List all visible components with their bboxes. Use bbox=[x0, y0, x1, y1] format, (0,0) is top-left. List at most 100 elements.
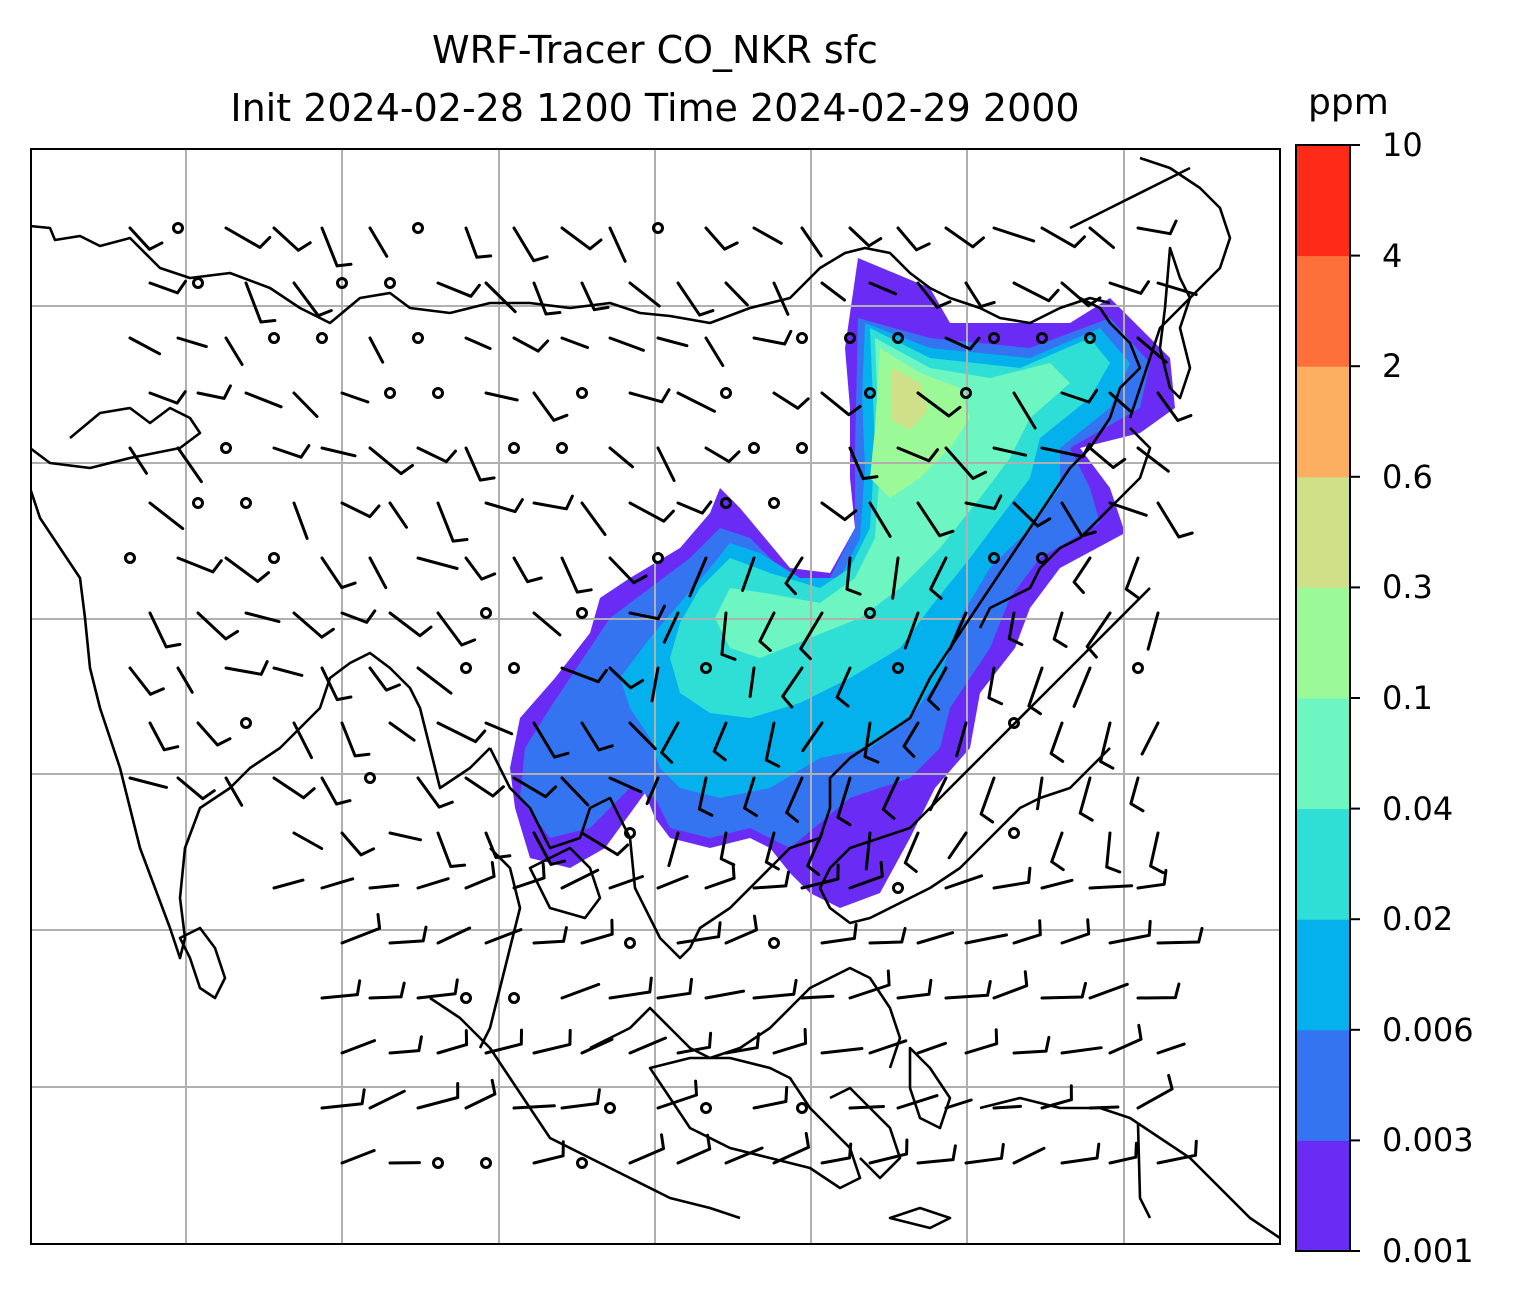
wind-barb bbox=[1088, 226, 1115, 249]
wind-barb bbox=[512, 1104, 556, 1110]
wind-barb bbox=[688, 556, 708, 598]
wind-barb bbox=[628, 281, 661, 308]
calm-wind-circle bbox=[508, 442, 520, 454]
wind-barb bbox=[964, 281, 996, 309]
wind-barb bbox=[320, 666, 353, 702]
wind-barb bbox=[1040, 1084, 1073, 1110]
wind-barb bbox=[436, 1029, 469, 1055]
wind-barb bbox=[1156, 926, 1204, 945]
wind-barb bbox=[608, 776, 643, 794]
wind-barb bbox=[484, 1028, 523, 1055]
wind-barb bbox=[916, 1041, 947, 1055]
wind-barb bbox=[1108, 391, 1132, 413]
calm-wind-circle bbox=[316, 332, 328, 344]
wind-barb bbox=[743, 776, 758, 818]
wind-barb bbox=[656, 977, 693, 1000]
wind-barb bbox=[704, 336, 725, 367]
wind-barb bbox=[436, 611, 477, 647]
wind-barb bbox=[944, 980, 992, 1000]
wind-barb bbox=[868, 281, 898, 296]
wind-barb bbox=[1012, 391, 1037, 430]
wind-barb bbox=[416, 776, 454, 809]
calm-wind-circle bbox=[192, 277, 204, 289]
wind-barb bbox=[835, 666, 852, 708]
wind-barb bbox=[928, 776, 948, 812]
wind-barb bbox=[1156, 391, 1193, 422]
wind-barb bbox=[416, 877, 450, 890]
wind-barb bbox=[1136, 446, 1170, 473]
wind-barb bbox=[340, 1039, 376, 1055]
wind-barb bbox=[532, 926, 568, 945]
wind-barb bbox=[320, 556, 357, 590]
wind-barb bbox=[836, 776, 852, 827]
wind-barb bbox=[748, 666, 756, 698]
wind-barb bbox=[1108, 1023, 1143, 1055]
wind-barb bbox=[512, 226, 549, 263]
wind-barb bbox=[916, 1144, 957, 1165]
wind-barb bbox=[368, 446, 414, 476]
wind-barb bbox=[848, 446, 879, 481]
wind-barb bbox=[944, 336, 981, 351]
colorbar bbox=[1295, 144, 1360, 1252]
wind-barb bbox=[820, 923, 858, 945]
wind-barb bbox=[368, 336, 385, 364]
wind-barb bbox=[820, 1047, 864, 1055]
wind-barb bbox=[532, 831, 566, 866]
wind-barb bbox=[1149, 831, 1165, 875]
wind-barb bbox=[368, 981, 406, 1000]
wind-barb bbox=[1060, 281, 1102, 308]
calm-wind-circle bbox=[240, 497, 252, 509]
wind-barb bbox=[656, 1079, 698, 1110]
colorbar-segment bbox=[1296, 698, 1350, 810]
wind-barb bbox=[320, 446, 357, 458]
wind-barb bbox=[1108, 501, 1148, 517]
wind-barb bbox=[1060, 388, 1099, 404]
wind-barb bbox=[992, 226, 1036, 243]
wind-barb bbox=[992, 970, 1029, 1000]
wind-barb bbox=[896, 978, 933, 1000]
wind-barb bbox=[1012, 1146, 1046, 1165]
wind-barb bbox=[196, 611, 240, 641]
wind-barb bbox=[903, 831, 920, 873]
wind-barb bbox=[608, 666, 645, 690]
wind-barb bbox=[196, 721, 232, 747]
wind-barb bbox=[916, 501, 955, 538]
colorbar-segment bbox=[1296, 587, 1350, 699]
calm-wind-circle bbox=[796, 1102, 808, 1114]
wind-barb bbox=[416, 1082, 460, 1110]
wind-barb bbox=[955, 721, 968, 758]
wind-barb bbox=[340, 1149, 376, 1165]
calm-wind-circle bbox=[556, 442, 568, 454]
wind-barb bbox=[416, 666, 453, 695]
wind-barb bbox=[272, 226, 312, 252]
calm-wind-circle bbox=[1036, 332, 1048, 344]
wind-barb bbox=[944, 446, 987, 480]
wind-barb bbox=[272, 776, 316, 800]
wind-barb bbox=[676, 500, 713, 515]
wind-barb bbox=[244, 281, 277, 324]
wind-barb bbox=[724, 1146, 764, 1165]
calm-wind-circle bbox=[432, 1157, 444, 1169]
wind-barb bbox=[628, 501, 675, 523]
wind-barb bbox=[512, 556, 543, 584]
wind-barb bbox=[484, 391, 519, 402]
wind-barb bbox=[660, 721, 680, 764]
wind-barb bbox=[608, 875, 644, 890]
wind-barb bbox=[244, 391, 283, 409]
wind-barb bbox=[608, 446, 634, 469]
wind-barb bbox=[1146, 611, 1160, 651]
wind-barb bbox=[224, 660, 269, 676]
wind-barb bbox=[224, 556, 271, 583]
wind-barb bbox=[436, 831, 467, 868]
wind-barb bbox=[628, 388, 671, 404]
colorbar-segment bbox=[1296, 808, 1350, 920]
calm-wind-circle bbox=[844, 332, 856, 344]
wind-barb bbox=[368, 556, 388, 590]
wind-barb bbox=[724, 1032, 761, 1055]
wind-barb bbox=[416, 556, 459, 570]
wind-barb bbox=[848, 969, 891, 1000]
wind-barb bbox=[388, 501, 408, 529]
calm-wind-circle bbox=[412, 222, 424, 234]
calm-wind-circle bbox=[988, 552, 1000, 564]
wind-barb bbox=[532, 391, 569, 422]
